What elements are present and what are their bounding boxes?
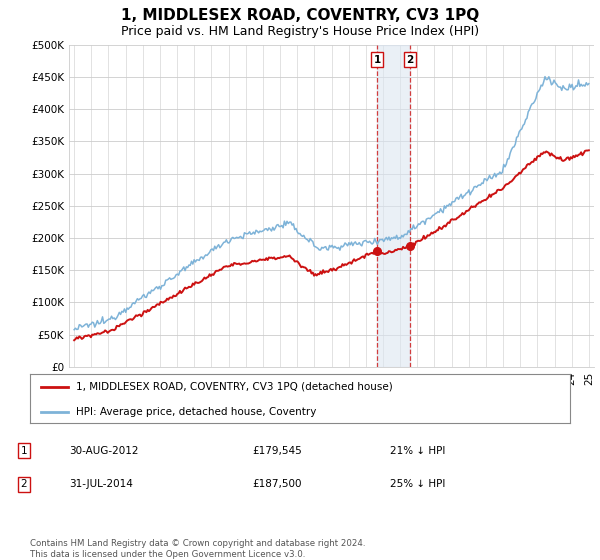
Text: 1: 1 — [374, 55, 381, 64]
Text: 1: 1 — [20, 446, 28, 456]
Text: 25% ↓ HPI: 25% ↓ HPI — [390, 479, 445, 489]
Text: 2: 2 — [406, 55, 414, 64]
Bar — [377, 45, 410, 367]
Text: £187,500: £187,500 — [252, 479, 302, 489]
Text: 30-AUG-2012: 30-AUG-2012 — [69, 446, 139, 456]
Text: 2: 2 — [20, 479, 28, 489]
Text: Price paid vs. HM Land Registry's House Price Index (HPI): Price paid vs. HM Land Registry's House … — [121, 25, 479, 38]
Text: £179,545: £179,545 — [252, 446, 302, 456]
Text: 21% ↓ HPI: 21% ↓ HPI — [390, 446, 445, 456]
Text: 1, MIDDLESEX ROAD, COVENTRY, CV3 1PQ: 1, MIDDLESEX ROAD, COVENTRY, CV3 1PQ — [121, 8, 479, 24]
Text: HPI: Average price, detached house, Coventry: HPI: Average price, detached house, Cove… — [76, 407, 316, 417]
Text: 31-JUL-2014: 31-JUL-2014 — [69, 479, 133, 489]
Text: 1, MIDDLESEX ROAD, COVENTRY, CV3 1PQ (detached house): 1, MIDDLESEX ROAD, COVENTRY, CV3 1PQ (de… — [76, 382, 392, 392]
Text: Contains HM Land Registry data © Crown copyright and database right 2024.
This d: Contains HM Land Registry data © Crown c… — [30, 539, 365, 559]
